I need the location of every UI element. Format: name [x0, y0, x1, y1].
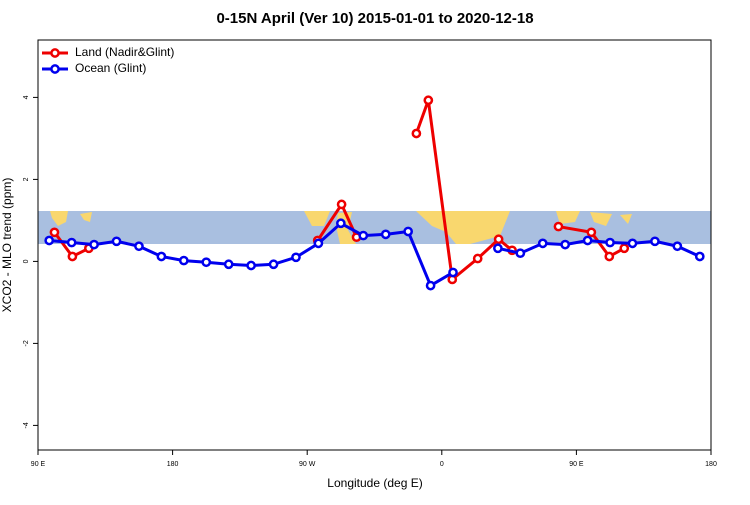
series-line [53, 99, 625, 283]
x-tick-label: 90 W [299, 461, 316, 468]
y-tick-label: 2 [23, 177, 30, 181]
point [537, 238, 548, 249]
y-tick-label: 0 [23, 259, 30, 263]
point [178, 255, 189, 266]
point [268, 259, 279, 270]
point [111, 236, 122, 247]
point [619, 243, 630, 254]
point [156, 251, 167, 262]
point [336, 218, 346, 229]
point [67, 251, 78, 262]
y-tick-label: -2 [23, 340, 30, 346]
point [66, 237, 77, 248]
y-tick-label: 4 [23, 95, 30, 99]
point [49, 227, 60, 238]
point [336, 199, 347, 210]
legend-label: Land (Nadir&Glint) [75, 45, 174, 59]
point [403, 226, 413, 237]
point [223, 259, 234, 270]
point [44, 235, 55, 246]
point [650, 236, 660, 247]
point [472, 253, 483, 264]
point [448, 267, 458, 278]
y-axis-label: XCO2 - MLO trend (ppm) [0, 178, 14, 313]
point [672, 241, 683, 252]
point [560, 239, 571, 250]
chart-title: 0-15N April (Ver 10) 2015-01-01 to 2020-… [216, 10, 533, 27]
point [515, 248, 526, 259]
x-tick-label: 90 E [31, 461, 46, 468]
point [493, 234, 504, 245]
legend-marker [50, 64, 60, 74]
point [694, 251, 705, 262]
x-tick-label: 0 [440, 461, 444, 468]
point [89, 239, 99, 250]
x-axis-label: Longitude (deg E) [327, 476, 422, 490]
y-tick-label: -4 [23, 422, 30, 428]
point [553, 221, 564, 232]
point [411, 128, 422, 139]
legend-marker [50, 48, 60, 58]
point [246, 260, 256, 271]
land-shapes [50, 211, 632, 244]
point [380, 229, 391, 240]
point [358, 230, 369, 241]
point [604, 251, 615, 262]
point [291, 252, 301, 263]
point [425, 280, 436, 291]
x-tick-label: 90 E [569, 461, 584, 468]
plot-frame [37, 39, 712, 451]
point [493, 243, 503, 254]
point [134, 241, 144, 252]
legend-label: Ocean (Glint) [75, 61, 146, 75]
point [586, 227, 597, 238]
x-tick-label: 180 [705, 461, 717, 468]
point [582, 235, 593, 246]
x-tick-label: 180 [167, 461, 179, 468]
point [201, 257, 212, 268]
point [605, 237, 615, 248]
point [423, 95, 434, 106]
point [627, 238, 638, 249]
point [313, 238, 324, 249]
